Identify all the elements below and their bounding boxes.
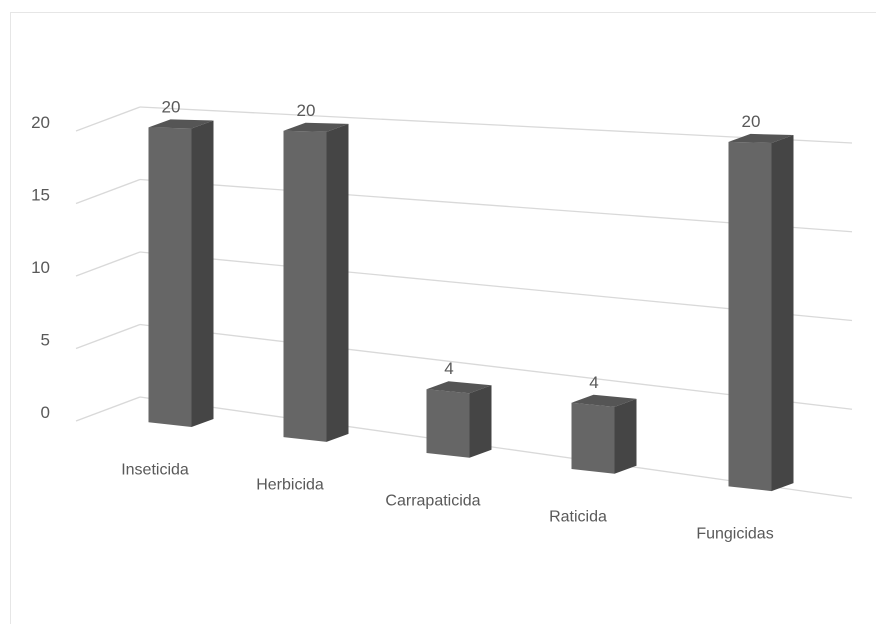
bar-side-0 (191, 120, 214, 427)
gridline-depth-1 (75, 323, 141, 350)
gridline-depth-0 (75, 396, 141, 422)
y-tick-label-3: 15 (31, 186, 50, 205)
gridline-4 (139, 106, 853, 144)
gridline-depth-2 (75, 251, 141, 277)
data-label-1: 20 (297, 101, 316, 120)
data-label-2: 4 (444, 359, 453, 378)
bars: 20 20 4 4 20 (148, 97, 794, 492)
y-tick-label-4: 20 (31, 113, 50, 132)
bar-front-0 (148, 127, 192, 427)
y-tick-label-0: 0 (41, 403, 50, 422)
y-tick-label-1: 5 (41, 331, 50, 350)
data-label-3: 4 (589, 373, 598, 392)
data-label-4: 20 (742, 112, 761, 131)
bar-top-2 (426, 381, 492, 394)
bar-front-4 (728, 141, 772, 492)
gridline-depth-3 (75, 178, 141, 205)
x-tick-label-2: Carrapaticida (385, 492, 480, 509)
bar-side-1 (326, 123, 349, 442)
chart-frame (10, 12, 876, 624)
data-label-0: 20 (162, 97, 181, 116)
bar-side-3 (614, 398, 637, 474)
gridline-depth-4 (75, 106, 141, 132)
x-axis-tick-labels: Inseticida Herbicida Carrapaticida Raticida… (121, 462, 773, 543)
y-axis-tick-labels: 0 5 10 15 20 (31, 113, 50, 422)
x-tick-label-4: Fungicidas (696, 526, 773, 543)
bar-side-4 (771, 134, 794, 492)
bar-side-2 (469, 385, 492, 458)
x-tick-label-0: Inseticida (121, 462, 189, 479)
bar-top-1 (283, 122, 349, 132)
bar-front-3 (571, 402, 615, 474)
bar-front-2 (426, 389, 470, 458)
bar-3 (571, 394, 637, 474)
bar-4 (728, 133, 794, 492)
bar-top-3 (571, 394, 637, 407)
x-tick-label-3: Raticida (549, 508, 607, 525)
bar-1 (283, 122, 349, 442)
bar-front-1 (283, 130, 327, 442)
bar-0 (148, 119, 214, 427)
x-tick-label-1: Herbicida (256, 477, 324, 494)
bar-top-4 (728, 133, 794, 143)
y-tick-label-2: 10 (31, 258, 50, 277)
bar-top-0 (148, 119, 214, 129)
bar-2 (426, 381, 492, 458)
